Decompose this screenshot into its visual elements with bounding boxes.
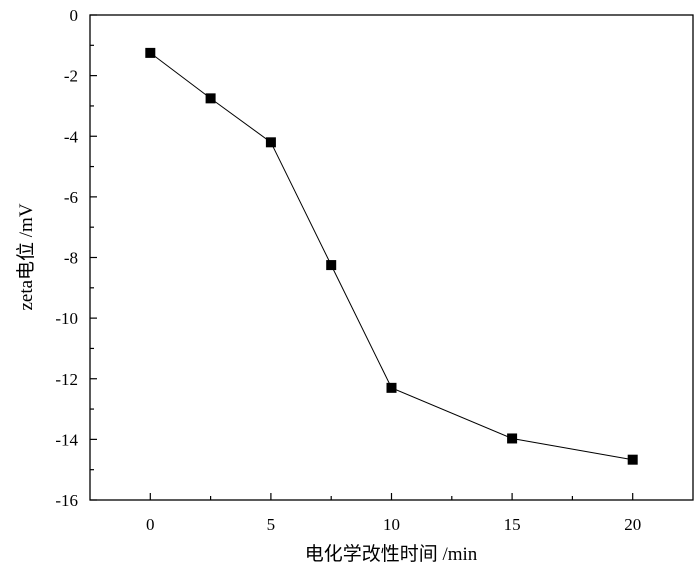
x-tick-label: 0 xyxy=(146,515,155,534)
y-tick-label: -14 xyxy=(55,430,78,449)
y-tick-label: -2 xyxy=(64,67,78,86)
series-group xyxy=(145,47,638,465)
y-tick-label: -8 xyxy=(64,249,78,268)
y-axis-title: zeta电位 /mV xyxy=(15,203,37,310)
x-tick-label: 20 xyxy=(624,515,641,534)
data-point xyxy=(386,382,397,393)
tick-labels: 0 5 10 15 20 0 -2 -4 -6 -8 -10 -12 -14 -16 xyxy=(55,6,641,534)
data-point xyxy=(145,47,156,58)
y-tick-label: -10 xyxy=(55,309,78,328)
data-point xyxy=(326,260,337,271)
data-point xyxy=(507,433,518,444)
plot-frame xyxy=(89,14,694,501)
series-line xyxy=(149,52,633,461)
x-axis-title: 电化学改性时间 /min xyxy=(305,543,478,565)
data-point xyxy=(627,454,638,465)
y-tick-label: -12 xyxy=(55,370,78,389)
y-tick-label: 0 xyxy=(70,6,79,25)
x-tick-label: 10 xyxy=(383,515,400,534)
x-tick-label: 15 xyxy=(504,515,521,534)
y-tick-label: -6 xyxy=(64,188,78,207)
y-tick-label: -4 xyxy=(64,127,79,146)
axis-ticks xyxy=(90,14,634,501)
y-tick-label: -16 xyxy=(55,491,78,510)
x-tick-label: 5 xyxy=(267,515,276,534)
data-point xyxy=(205,93,216,104)
data-point xyxy=(265,137,276,148)
